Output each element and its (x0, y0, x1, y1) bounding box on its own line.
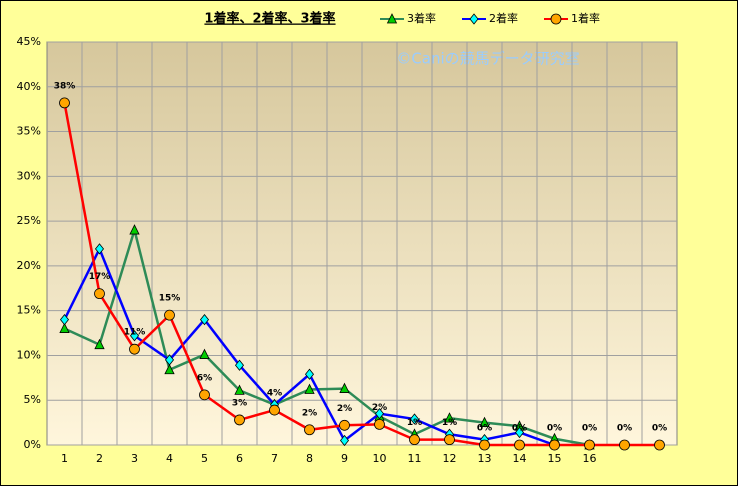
y-tick-label: 15% (17, 304, 41, 317)
data-label: 1% (407, 418, 422, 428)
marker (199, 389, 210, 401)
y-tick-label: 20% (17, 259, 41, 272)
data-label: 4% (267, 389, 282, 399)
marker (409, 434, 420, 446)
x-tick-label: 5 (201, 452, 208, 465)
x-tick-label: 7 (271, 452, 278, 465)
marker (164, 363, 175, 375)
data-label: 0% (617, 424, 632, 434)
marker (199, 348, 210, 359)
x-tick-label: 6 (236, 452, 243, 465)
marker (444, 412, 455, 423)
marker (94, 243, 105, 255)
marker (444, 434, 455, 446)
series-line (63, 102, 660, 447)
marker (234, 359, 245, 371)
x-tick-label: 12 (443, 452, 457, 465)
y-tick-label: 10% (17, 348, 41, 361)
x-tick-label: 4 (166, 452, 173, 465)
marker (129, 343, 140, 355)
marker (374, 408, 385, 420)
marker (514, 426, 525, 439)
x-tick-label: 2 (96, 452, 103, 465)
marker (199, 313, 210, 326)
data-label: 38% (54, 81, 76, 91)
marker (129, 224, 140, 235)
marker (234, 384, 245, 395)
marker (469, 13, 479, 25)
x-tick-label: 1 (61, 452, 68, 465)
marker (164, 309, 175, 321)
data-label: 0% (547, 424, 562, 434)
marker (234, 414, 245, 426)
marker (479, 439, 490, 451)
x-tick-label: 11 (408, 452, 422, 465)
x-tick-label: 10 (373, 452, 387, 465)
marker (94, 288, 105, 300)
marker (409, 413, 420, 425)
marker (269, 404, 280, 416)
y-tick-label: 30% (17, 169, 41, 182)
y-tick-label: 25% (17, 214, 41, 227)
x-tick-label: 14 (513, 452, 527, 465)
marker (550, 13, 562, 25)
marker (304, 368, 315, 380)
legend-label: 1着率 (571, 11, 600, 25)
y-tick-label: 40% (17, 80, 41, 93)
data-label: 0% (477, 424, 492, 434)
data-label: 0% (652, 424, 667, 434)
data-label: 0% (512, 424, 527, 434)
marker (374, 419, 385, 430)
marker (339, 382, 350, 393)
x-tick-label: 9 (341, 452, 348, 465)
legend: 3着率 2着率 1着率 (380, 11, 600, 25)
x-tick-label: 13 (478, 452, 492, 465)
marker (654, 439, 665, 451)
x-tick-label: 15 (548, 452, 562, 465)
marker (59, 97, 70, 109)
legend-label: 3着率 (407, 11, 436, 25)
series-line (63, 225, 590, 447)
watermark: ©Caniの競馬データ研究室 (396, 50, 579, 68)
data-label: 2% (302, 408, 317, 418)
marker (129, 330, 140, 342)
data-label: 3% (232, 398, 247, 408)
marker (59, 322, 70, 333)
marker (479, 416, 490, 428)
x-tick-label: 16 (583, 452, 597, 465)
chart-title: 1着率、2着率、3着率 (204, 11, 335, 27)
data-label: 11% (124, 328, 146, 338)
data-label: 17% (89, 272, 111, 282)
x-tick-label: 8 (306, 452, 313, 465)
data-label: 0% (582, 424, 597, 434)
marker (514, 439, 525, 451)
y-tick-label: 35% (17, 125, 41, 138)
marker (386, 13, 398, 24)
marker (304, 383, 315, 394)
data-label: 2% (337, 404, 352, 414)
marker (59, 313, 70, 326)
data-label: 2% (372, 403, 387, 413)
y-tick-label: 5% (24, 393, 41, 406)
marker (339, 434, 350, 447)
legend-label: 2着率 (489, 11, 518, 25)
marker (619, 439, 630, 451)
x-tick-label: 3 (131, 452, 138, 465)
y-tick-label: 0% (24, 438, 41, 451)
marker (164, 354, 175, 366)
marker (584, 439, 595, 451)
marker (339, 419, 350, 431)
marker (304, 424, 315, 436)
data-label: 15% (159, 294, 181, 304)
data-label: 1% (442, 418, 457, 428)
data-label: 6% (197, 373, 212, 383)
marker (549, 439, 560, 451)
marker (94, 338, 105, 350)
y-tick-label: 45% (17, 35, 41, 48)
